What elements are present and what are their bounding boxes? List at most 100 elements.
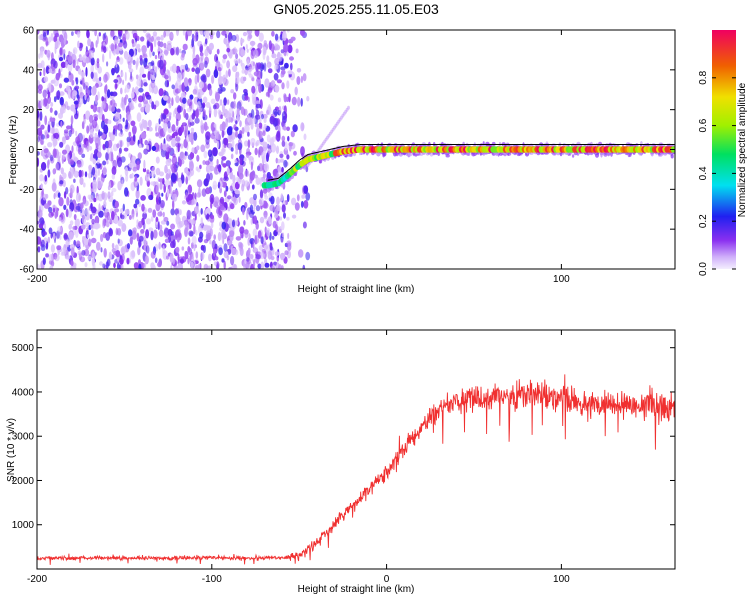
noise-speckle <box>234 48 238 54</box>
noise-speckle <box>59 106 64 115</box>
noise-speckle <box>44 174 48 182</box>
y-tick-label: 0 <box>28 145 34 156</box>
noise-speckle <box>73 156 78 161</box>
noise-speckle <box>106 160 109 165</box>
noise-speckle <box>223 260 226 269</box>
noise-speckle <box>240 38 245 44</box>
noise-speckle <box>40 124 45 130</box>
noise-speckle <box>154 55 158 60</box>
noise-speckle <box>153 229 158 239</box>
noise-speckle <box>89 214 93 220</box>
noise-speckle <box>87 89 90 96</box>
noise-speckle <box>258 149 261 158</box>
noise-speckle <box>39 174 44 182</box>
noise-speckle <box>158 178 164 183</box>
noise-speckle <box>143 65 149 69</box>
noise-speckle <box>52 207 56 213</box>
noise-speckle <box>246 210 249 221</box>
noise-speckle <box>302 73 307 82</box>
noise-speckle <box>193 131 198 141</box>
noise-speckle <box>257 263 262 269</box>
noise-speckle <box>128 48 134 57</box>
noise-speckle <box>152 51 155 57</box>
noise-speckle <box>172 193 178 202</box>
noise-speckle <box>305 251 311 261</box>
noise-speckle <box>131 155 137 165</box>
noise-speckle <box>211 75 215 84</box>
noise-speckle <box>96 34 99 45</box>
noise-speckle <box>66 196 70 206</box>
noise-speckle <box>291 96 297 106</box>
noise-speckle <box>69 220 74 226</box>
noise-speckle <box>185 112 189 121</box>
noise-speckle <box>100 234 104 242</box>
noise-speckle <box>253 71 259 77</box>
noise-speckle <box>288 142 294 147</box>
noise-speckle <box>70 159 74 165</box>
noise-speckle <box>194 30 199 36</box>
noise-speckle <box>108 180 112 191</box>
noise-speckle <box>213 69 219 79</box>
noise-speckle <box>122 33 127 42</box>
noise-speckle <box>77 147 83 155</box>
noise-speckle <box>88 238 92 247</box>
noise-speckle <box>74 112 79 120</box>
noise-speckle <box>283 94 287 103</box>
noise-speckle <box>244 169 250 178</box>
noise-speckle <box>226 255 230 261</box>
noise-speckle <box>86 95 90 103</box>
noise-speckle <box>136 232 140 242</box>
trace-halo <box>482 141 485 145</box>
noise-speckle <box>48 227 53 235</box>
noise-speckle <box>150 35 154 43</box>
noise-speckle <box>163 72 167 79</box>
noise-speckle <box>77 31 81 38</box>
noise-speckle <box>172 239 176 249</box>
noise-speckle <box>83 182 86 188</box>
noise-speckle <box>38 89 42 94</box>
noise-speckle <box>97 66 102 74</box>
noise-speckle <box>37 151 40 156</box>
noise-speckle <box>282 44 287 52</box>
noise-speckle <box>54 253 58 258</box>
doppler-fit-line <box>267 144 675 181</box>
noise-speckle <box>234 189 241 195</box>
noise-speckle <box>214 196 220 204</box>
noise-speckle <box>60 251 66 256</box>
noise-speckle <box>120 101 125 109</box>
noise-speckle <box>106 212 110 216</box>
noise-speckle <box>177 178 182 188</box>
noise-speckle <box>197 90 203 100</box>
figure-title: GN05.2025.255.11.05.E03 <box>273 1 439 17</box>
noise-speckle <box>69 199 73 205</box>
noise-speckle <box>69 150 72 157</box>
noise-speckle <box>96 158 101 165</box>
noise-speckle <box>179 48 182 54</box>
noise-speckle <box>81 77 85 87</box>
noise-speckle <box>102 143 106 149</box>
noise-speckle <box>118 31 122 40</box>
noise-speckle <box>234 159 237 164</box>
noise-speckle <box>250 218 253 225</box>
noise-speckle <box>235 220 239 226</box>
noise-speckle <box>230 153 234 160</box>
noise-speckle <box>66 125 71 130</box>
noise-speckle <box>255 177 261 186</box>
noise-speckle <box>227 206 231 212</box>
noise-speckle <box>133 40 137 47</box>
noise-speckle <box>226 167 230 176</box>
noise-speckle <box>291 197 297 206</box>
noise-speckle <box>189 159 194 167</box>
noise-speckle <box>278 264 282 269</box>
noise-speckle <box>198 187 201 198</box>
noise-speckle <box>199 262 202 269</box>
noise-speckle <box>225 185 229 192</box>
noise-speckle <box>202 160 206 165</box>
noise-speckle <box>121 248 125 253</box>
noise-speckle <box>185 63 188 71</box>
noise-speckle <box>264 226 267 234</box>
noise-speckle <box>112 159 117 170</box>
noise-speckle <box>101 190 105 200</box>
noise-speckle <box>182 30 186 36</box>
noise-speckle <box>137 152 142 160</box>
